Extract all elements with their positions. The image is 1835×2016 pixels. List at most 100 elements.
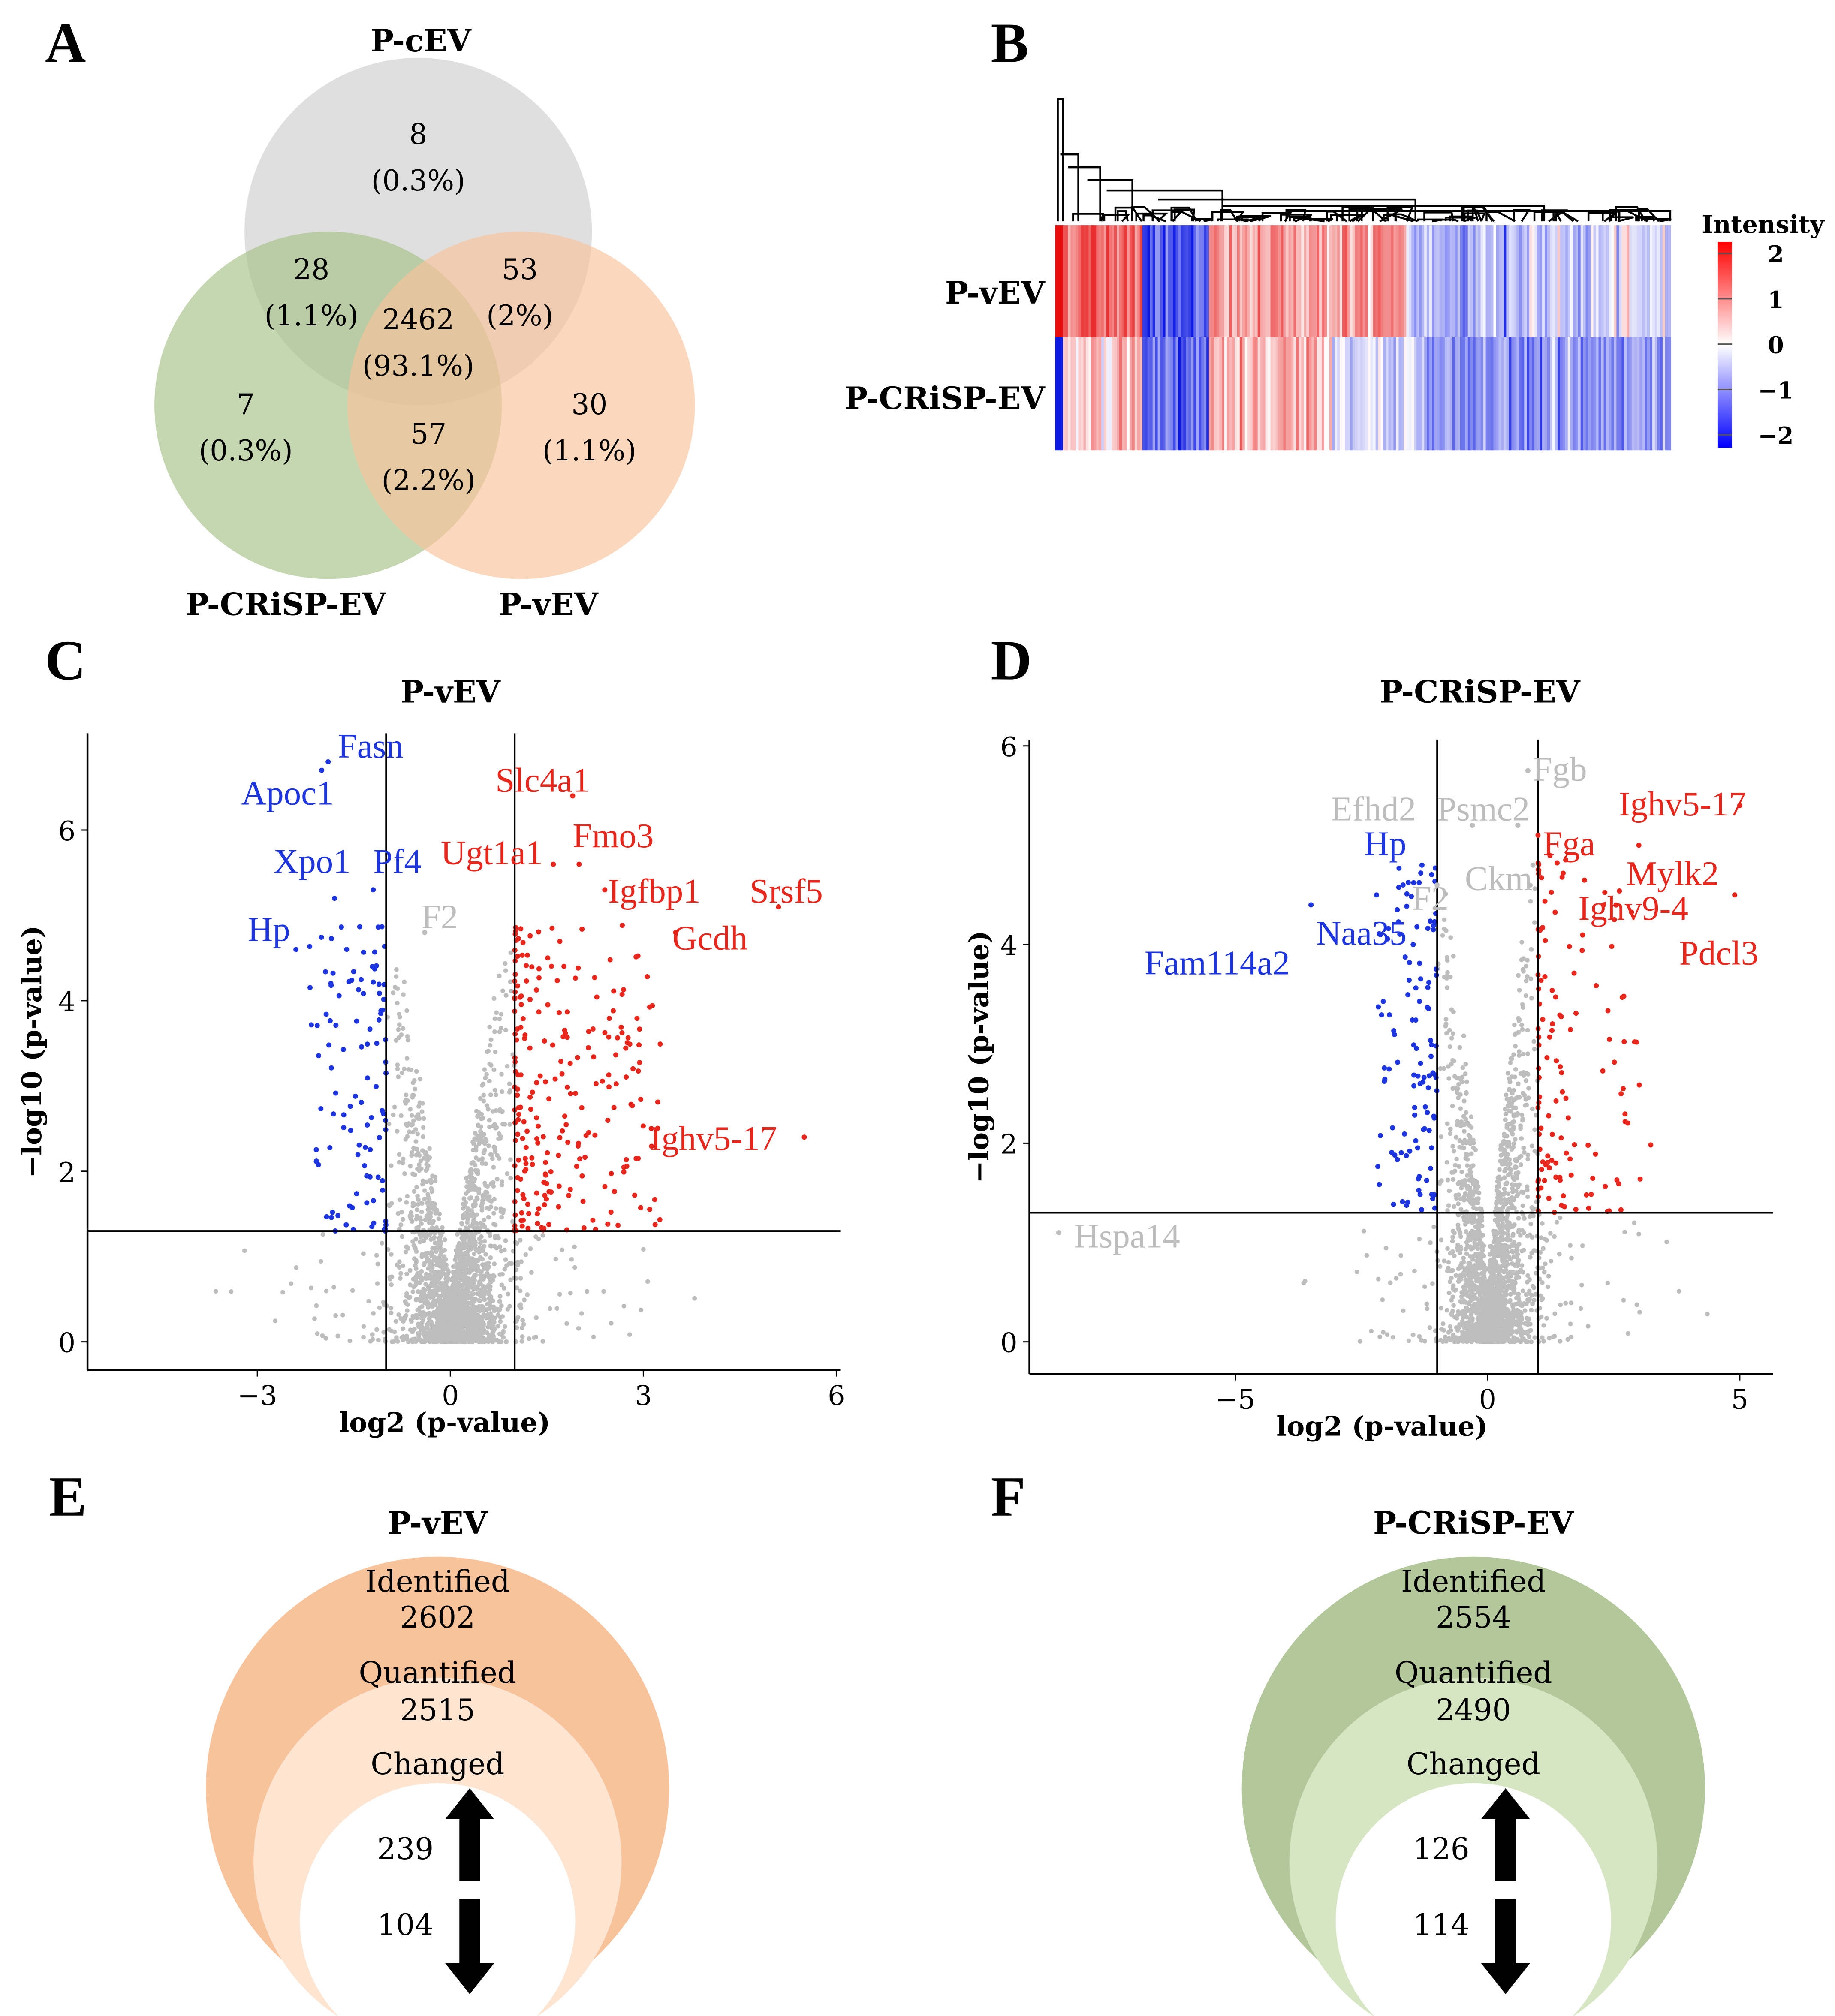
point-up [522, 1168, 527, 1174]
point-ns [405, 1194, 410, 1199]
point-ns [1445, 1208, 1450, 1213]
point-ns [579, 1311, 584, 1316]
point-ns [412, 1172, 417, 1177]
point-ns [361, 1324, 366, 1329]
point-ns [486, 1284, 491, 1289]
heatmap-cell [1614, 225, 1618, 337]
point-up [543, 1160, 548, 1165]
point-up [556, 1183, 562, 1189]
point-ns [498, 1209, 503, 1214]
point-up [572, 1091, 578, 1096]
heatmap-cell [1575, 337, 1579, 451]
point-ns [1498, 1153, 1504, 1158]
point-up [557, 1135, 563, 1140]
point-ns [540, 1233, 545, 1238]
point-ns [487, 1233, 492, 1238]
point-ns [560, 1247, 565, 1252]
point-ns [1516, 973, 1521, 978]
point-up [621, 987, 627, 993]
point-ns [443, 1283, 449, 1288]
point-ns [397, 1259, 402, 1264]
point-ns [454, 1325, 459, 1330]
point-down [331, 1111, 336, 1117]
heatmap-cell [1157, 337, 1161, 451]
heatmap-cell [1150, 337, 1154, 451]
point-ns [423, 1252, 428, 1258]
point-ns [1664, 1240, 1669, 1244]
point-down [340, 1047, 346, 1052]
point-ns [467, 1213, 472, 1218]
heatmap-cell [1447, 225, 1451, 337]
point-up [525, 1225, 531, 1231]
x-tick-label: −3 [238, 1380, 277, 1411]
point-ns [1527, 1334, 1531, 1339]
heatmap-cell [1650, 337, 1653, 451]
point-ns [375, 1261, 380, 1267]
heatmap-cell [1329, 225, 1333, 337]
point-down [348, 1128, 353, 1133]
point-ns [1450, 1086, 1455, 1091]
point-ns [470, 1297, 475, 1303]
point-ns [401, 1156, 406, 1161]
point-ns [476, 1113, 481, 1118]
point-ns [499, 1215, 504, 1220]
point-ns [493, 1222, 498, 1228]
point-ns [1501, 1205, 1506, 1210]
point-down [328, 936, 334, 941]
point-up [546, 1096, 552, 1102]
point-ns [1441, 1328, 1446, 1333]
point-ns [468, 1167, 473, 1173]
point-ns [484, 1072, 489, 1077]
point-ns [1462, 1178, 1467, 1183]
point-ns [1472, 1240, 1477, 1246]
point-up [647, 1004, 652, 1010]
point-ns [347, 1339, 353, 1343]
heatmap-cell [1181, 225, 1184, 337]
point-ns [553, 1257, 558, 1261]
heatmap-cell [1383, 225, 1387, 337]
heatmap-cell [1365, 337, 1369, 451]
point-ns [469, 1291, 474, 1296]
point-ns [399, 1210, 404, 1215]
point-ns [395, 1339, 400, 1344]
point-ns [452, 1273, 457, 1278]
venn-label-pcrisp: P-CRiSP-EV [185, 586, 386, 622]
point-ns [439, 1271, 444, 1276]
heatmap-cell [1094, 337, 1097, 451]
point-ns [517, 1303, 522, 1308]
point-up [523, 1161, 529, 1166]
point-ns [416, 1334, 421, 1339]
heatmap-cell [1188, 225, 1192, 337]
point-ns [497, 1294, 503, 1299]
heatmap-cell [1452, 337, 1456, 451]
point-ns [427, 1197, 432, 1202]
point-up [566, 1193, 572, 1198]
point-ns [1504, 1223, 1510, 1228]
point-ns [1504, 1092, 1509, 1098]
heatmap-cell [1549, 337, 1553, 451]
point-ns [499, 1071, 504, 1077]
point-up [574, 1164, 579, 1169]
point-ns [1466, 1140, 1471, 1145]
labeled-point [576, 861, 582, 867]
point-up [657, 1217, 663, 1222]
point-ns [1506, 1163, 1511, 1168]
heatmap-cell [1147, 225, 1151, 337]
heatmap-cell [1432, 337, 1435, 451]
point-ns [472, 1251, 477, 1256]
heatmap-cell [1624, 225, 1628, 337]
point-up [611, 988, 617, 994]
point-ns [491, 1274, 497, 1279]
point-ns [1464, 1090, 1469, 1095]
point-ns [1466, 1261, 1471, 1266]
heatmap-cell [1465, 337, 1469, 451]
point-ns [1551, 1334, 1556, 1339]
heatmap-cell [1360, 337, 1364, 451]
point-ns [429, 1269, 434, 1273]
point-ns [1511, 1141, 1516, 1146]
point-ns [464, 1232, 469, 1237]
heatmap-cell [1573, 337, 1576, 451]
heatmap-cell [1627, 337, 1630, 451]
point-ns [493, 1206, 498, 1211]
point-ns [488, 1043, 493, 1048]
